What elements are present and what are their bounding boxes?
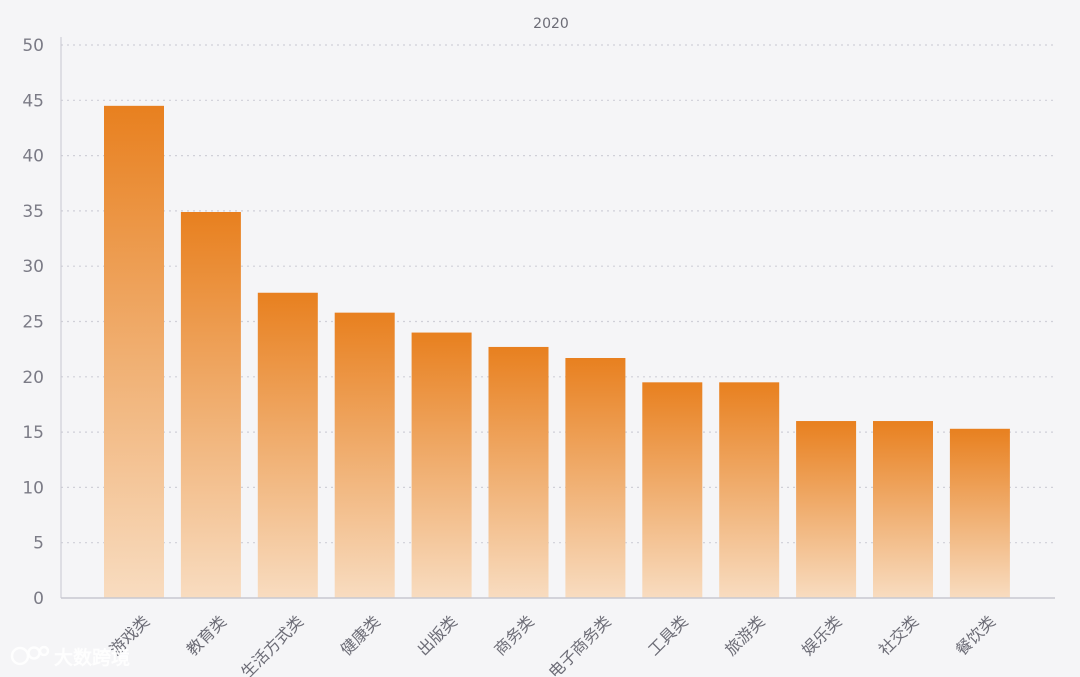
x-tick-label: 旅游类 xyxy=(721,612,768,659)
y-tick-label: 50 xyxy=(22,36,44,56)
y-tick-label: 5 xyxy=(33,534,44,554)
bar-5 xyxy=(488,346,549,598)
watermark: 大数跨境 xyxy=(10,645,130,669)
bar-0 xyxy=(104,105,164,598)
x-axis-labels: 游戏类 教育类 生活方式类 健康类 出版类 商务类 电子商务类 工具类 旅游类 娱乐类 社交类 餐饮类 xyxy=(106,612,999,677)
bar-11 xyxy=(949,428,1010,598)
y-tick-label: 15 xyxy=(22,423,44,443)
y-tick-label: 30 xyxy=(22,257,44,277)
chart-title: 2020 xyxy=(533,16,569,32)
x-tick-label: 电子商务类 xyxy=(545,612,615,677)
bar-8 xyxy=(719,382,780,598)
x-tick-label: 教育类 xyxy=(183,612,230,659)
watermark-text: 大数跨境 xyxy=(54,646,130,669)
y-tick-label: 40 xyxy=(22,147,44,167)
y-tick-label: 35 xyxy=(22,202,44,222)
x-tick-label: 社交类 xyxy=(875,612,922,659)
logo-icon xyxy=(10,645,50,666)
y-tick-label: 25 xyxy=(22,313,44,333)
x-tick-label: 餐饮类 xyxy=(952,612,999,659)
y-axis-ticks: 0 5 10 15 20 25 30 35 40 45 50 xyxy=(22,36,44,609)
y-tick-label: 0 xyxy=(33,589,44,609)
bar-3 xyxy=(334,312,395,598)
y-tick-label: 10 xyxy=(22,478,44,498)
bar-6 xyxy=(565,357,626,598)
bar-1 xyxy=(180,212,241,599)
x-tick-label: 商务类 xyxy=(490,612,537,659)
bar-4 xyxy=(411,332,472,598)
bar-7 xyxy=(642,382,703,598)
y-tick-label: 20 xyxy=(22,368,44,388)
y-tick-label: 45 xyxy=(22,91,44,111)
x-tick-label: 工具类 xyxy=(644,612,691,659)
bar-10 xyxy=(873,421,933,598)
x-tick-label: 生活方式类 xyxy=(237,612,307,677)
x-tick-label: 娱乐类 xyxy=(798,612,845,659)
x-tick-label: 健康类 xyxy=(337,612,384,659)
bars xyxy=(104,105,1010,599)
bar-2 xyxy=(257,292,318,598)
x-tick-label: 出版类 xyxy=(414,612,461,659)
bar-9 xyxy=(796,421,857,598)
